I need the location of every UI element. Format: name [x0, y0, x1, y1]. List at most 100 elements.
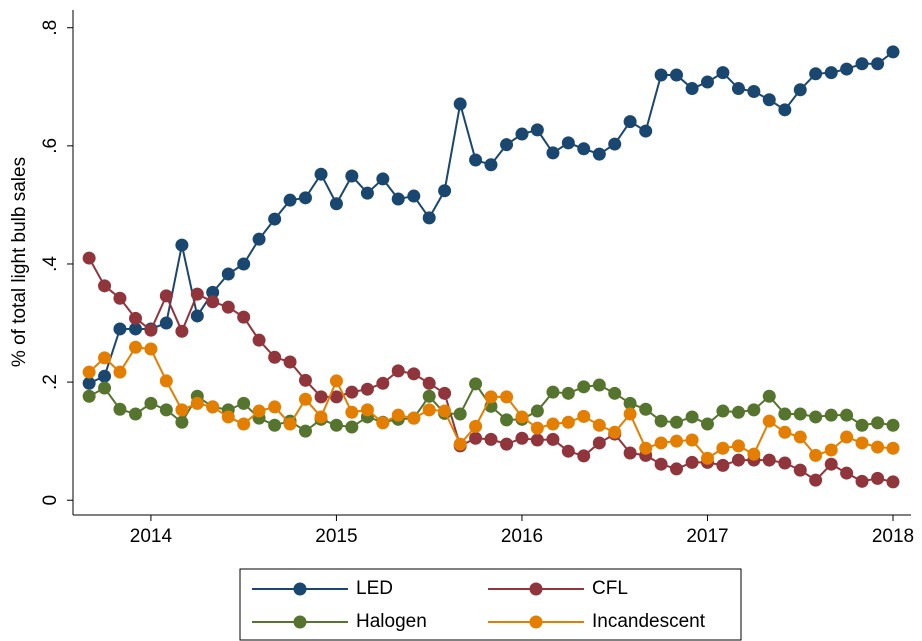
- series-marker: [144, 323, 158, 337]
- series-marker: [453, 97, 467, 111]
- y-tick-label: 0: [40, 495, 61, 506]
- series-marker: [592, 378, 606, 392]
- series-marker: [840, 62, 854, 76]
- series-marker: [469, 431, 483, 445]
- series-marker: [391, 192, 405, 206]
- series-marker: [871, 440, 885, 454]
- series-marker: [809, 410, 823, 424]
- series-marker: [778, 103, 792, 117]
- series-marker: [670, 415, 684, 429]
- legend-marker: [529, 615, 543, 629]
- series-marker: [82, 389, 96, 403]
- series-marker: [221, 410, 235, 424]
- series-marker: [561, 136, 575, 150]
- series-marker: [237, 396, 251, 410]
- series-marker: [500, 390, 514, 404]
- series-marker: [500, 413, 514, 427]
- series-marker: [82, 376, 96, 390]
- series-marker: [190, 287, 204, 301]
- series-marker: [824, 457, 838, 471]
- series-marker: [484, 390, 498, 404]
- series-marker: [824, 408, 838, 422]
- legend-box: [239, 568, 742, 641]
- series-marker: [623, 446, 637, 460]
- series-marker: [623, 396, 637, 410]
- series-marker: [129, 407, 143, 421]
- series-marker: [252, 232, 266, 246]
- series-marker: [731, 82, 745, 96]
- series-marker: [82, 365, 96, 379]
- legend-marker: [529, 582, 543, 596]
- series-marker: [530, 123, 544, 137]
- series-marker: [577, 380, 591, 394]
- series-marker: [886, 45, 900, 59]
- series-marker: [298, 373, 312, 387]
- series-marker: [747, 403, 761, 417]
- series-marker: [762, 93, 776, 107]
- series-marker: [113, 322, 127, 336]
- series-marker: [793, 407, 807, 421]
- series-marker: [237, 310, 251, 324]
- legend-label: Halogen: [356, 611, 427, 632]
- series-marker: [592, 147, 606, 161]
- series-marker: [871, 471, 885, 485]
- series-marker: [793, 430, 807, 444]
- series-marker: [376, 416, 390, 430]
- series-marker: [886, 475, 900, 489]
- series-marker: [159, 374, 173, 388]
- series-marker: [206, 400, 220, 414]
- series-marker: [407, 411, 421, 425]
- series-marker: [561, 415, 575, 429]
- series-marker: [345, 405, 359, 419]
- series-marker: [345, 169, 359, 183]
- x-tick-label: 2018: [872, 526, 914, 547]
- series-marker: [623, 115, 637, 129]
- series-marker: [206, 295, 220, 309]
- series-marker: [886, 418, 900, 432]
- series-marker: [747, 447, 761, 461]
- series-marker: [809, 473, 823, 487]
- series-marker: [639, 402, 653, 416]
- series-marker: [268, 350, 282, 364]
- series-marker: [314, 167, 328, 181]
- series-marker: [376, 376, 390, 390]
- series-marker: [129, 322, 143, 336]
- series-marker: [731, 453, 745, 467]
- series-marker: [855, 474, 869, 488]
- series-marker: [298, 424, 312, 438]
- series-marker: [546, 432, 560, 446]
- series-marker: [700, 75, 714, 89]
- series-marker: [561, 444, 575, 458]
- series-marker: [716, 458, 730, 472]
- series-marker: [268, 212, 282, 226]
- series-marker: [731, 439, 745, 453]
- series-marker: [345, 420, 359, 434]
- series-marker: [824, 443, 838, 457]
- series-marker: [500, 138, 514, 152]
- series-marker: [654, 457, 668, 471]
- series-marker: [422, 389, 436, 403]
- series-marker: [175, 415, 189, 429]
- series-marker: [670, 462, 684, 476]
- series-marker: [592, 418, 606, 432]
- series-marker: [608, 425, 622, 439]
- series-marker: [716, 66, 730, 80]
- y-tick-label: .4: [40, 256, 61, 272]
- series-marker: [840, 430, 854, 444]
- series-marker: [515, 431, 529, 445]
- series-marker: [159, 316, 173, 330]
- y-tick-label: .8: [40, 20, 61, 36]
- series-marker: [113, 365, 127, 379]
- series-marker: [500, 437, 514, 451]
- series-marker: [175, 324, 189, 338]
- legend-marker: [293, 615, 307, 629]
- series-marker: [515, 410, 529, 424]
- y-tick-label: .2: [40, 374, 61, 390]
- series-marker: [407, 189, 421, 203]
- series-marker: [453, 407, 467, 421]
- series-marker: [98, 351, 112, 365]
- series-marker: [530, 433, 544, 447]
- series-marker: [376, 172, 390, 186]
- series-marker: [221, 267, 235, 281]
